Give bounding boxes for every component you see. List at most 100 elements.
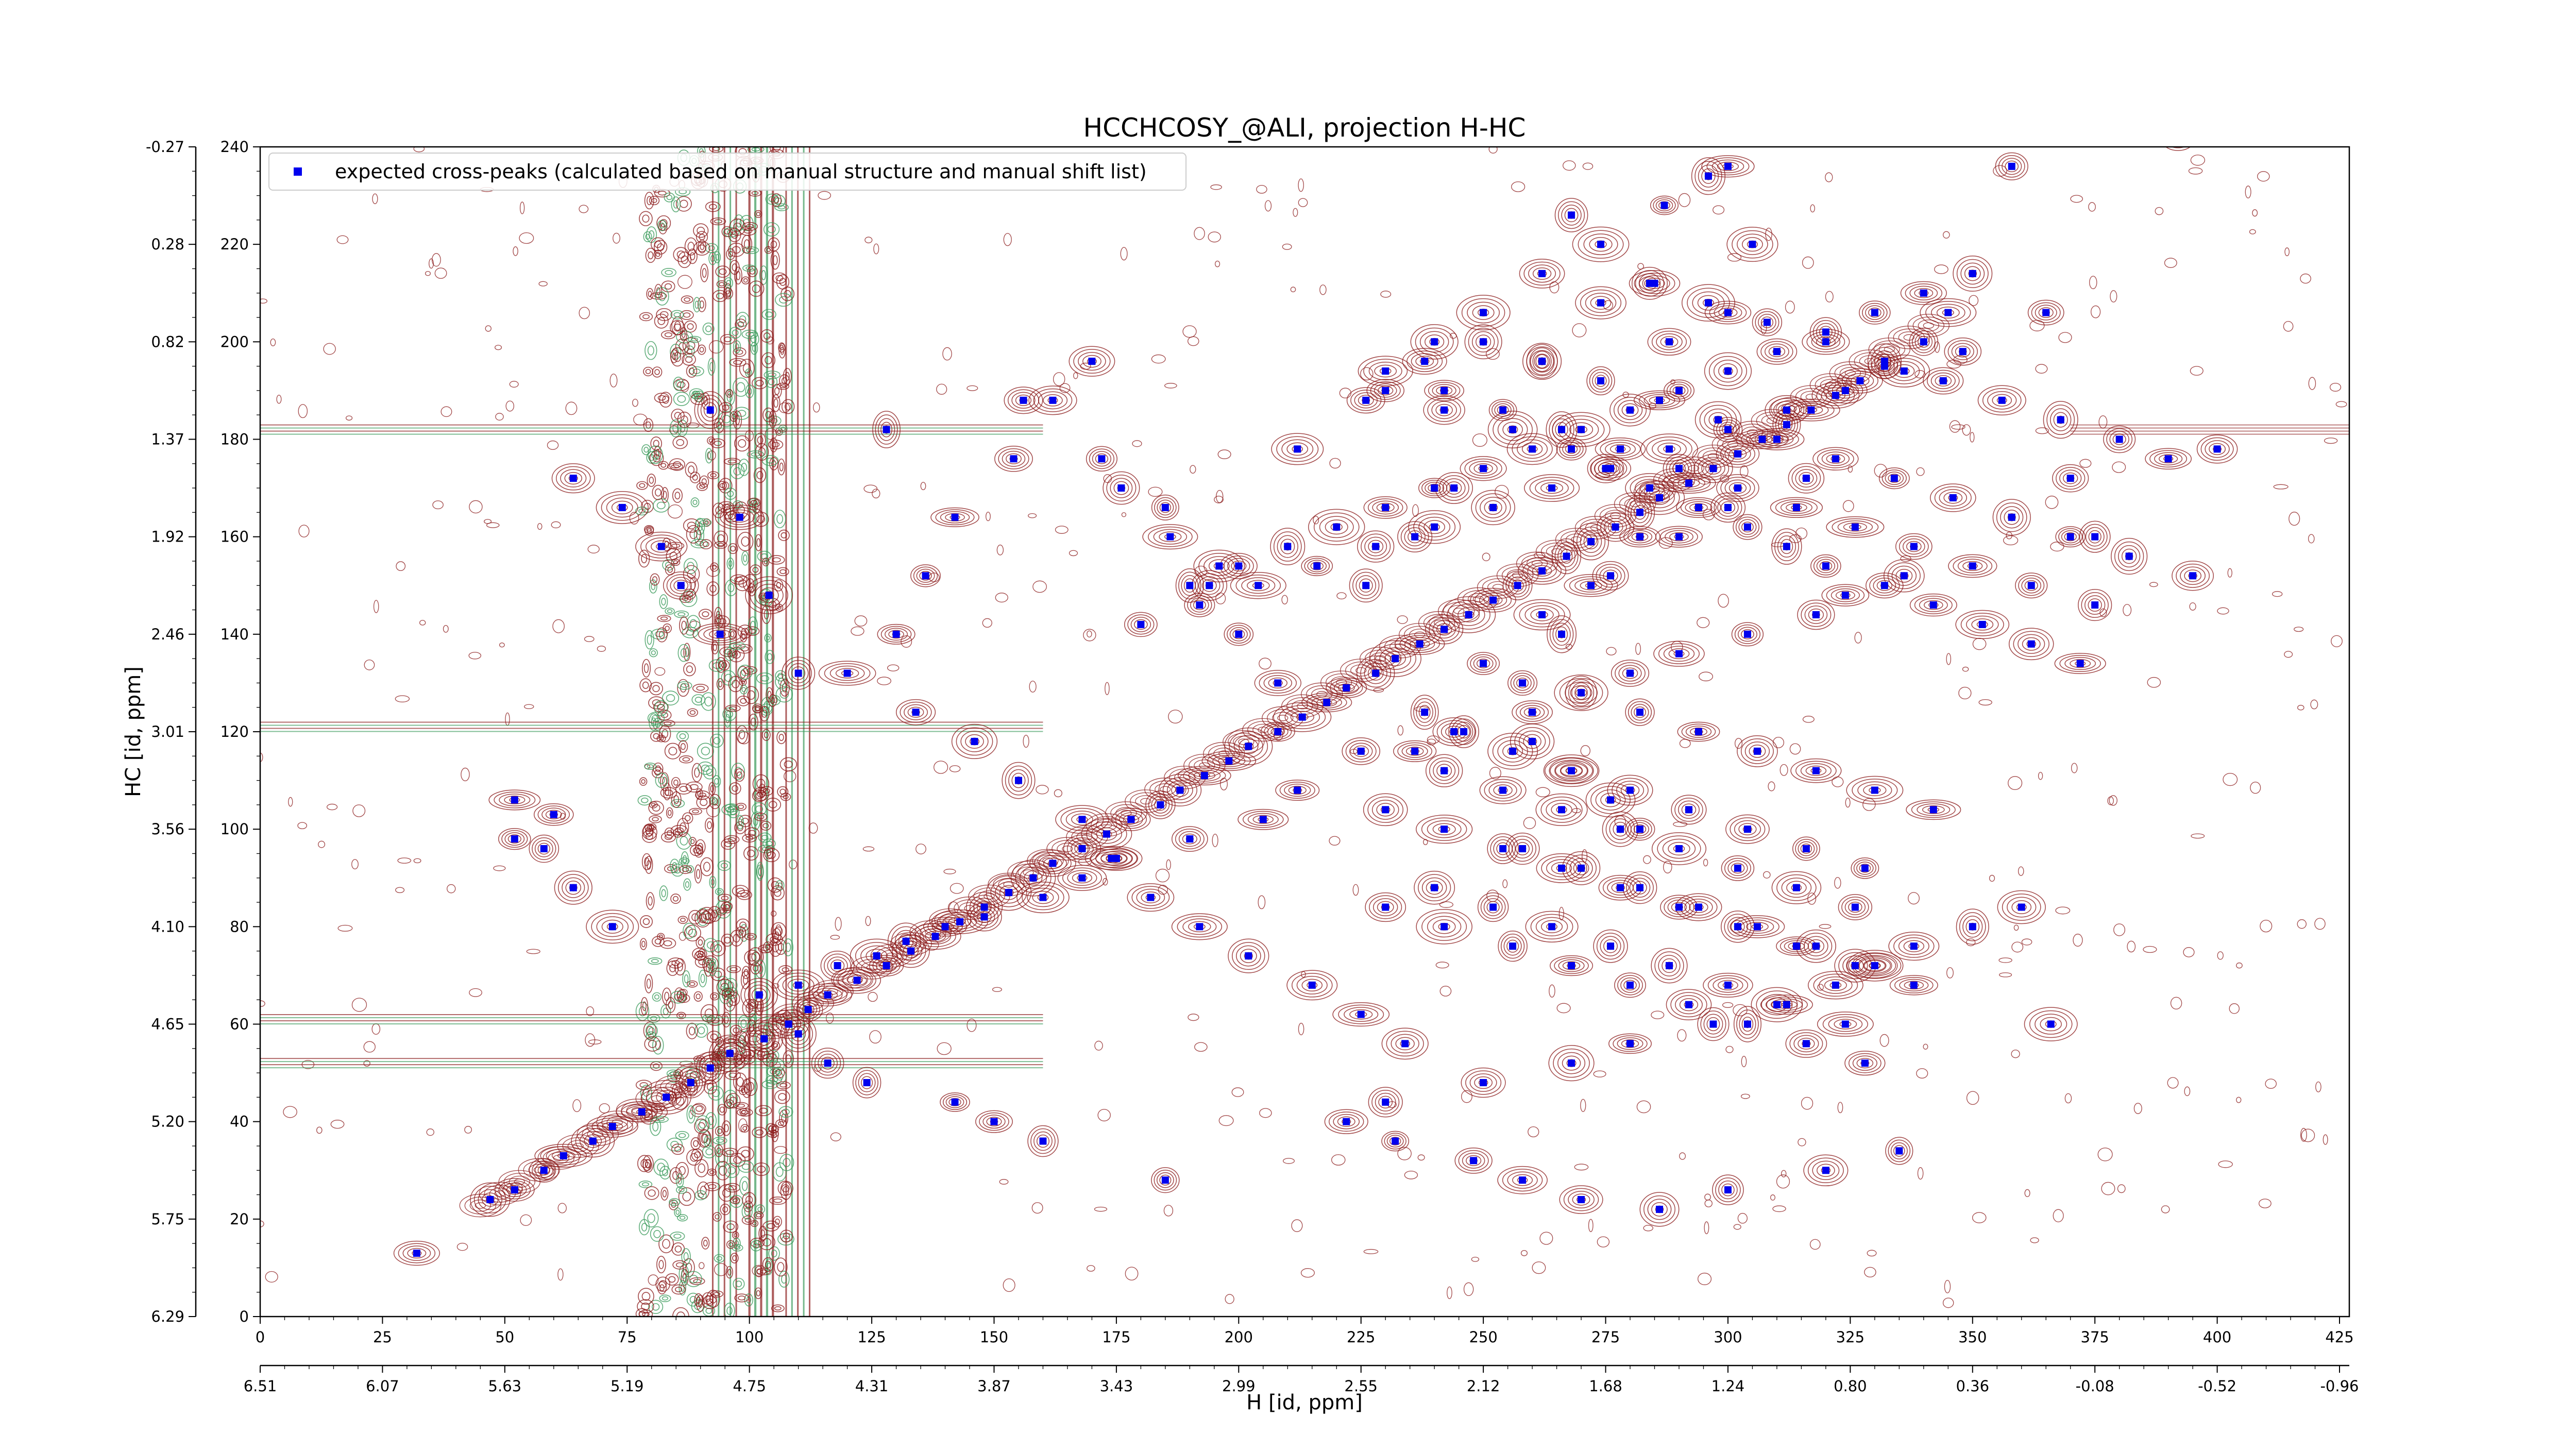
contour	[745, 331, 754, 337]
y-ppm-tick-label: 4.65	[151, 1016, 184, 1033]
cross-peak	[1323, 699, 1331, 706]
contour	[674, 987, 684, 1002]
contour	[862, 846, 875, 852]
contour	[632, 398, 638, 407]
contour	[654, 240, 662, 248]
cross-peak	[486, 1196, 494, 1203]
contour	[704, 1056, 726, 1069]
contour	[757, 1206, 763, 1212]
cross-peak	[1284, 543, 1292, 550]
contour	[1658, 643, 1700, 664]
contour	[1229, 731, 1268, 762]
contour	[1871, 347, 1899, 376]
contour	[1898, 331, 1920, 344]
contour	[700, 243, 705, 250]
contour	[716, 611, 721, 620]
contour	[670, 799, 685, 808]
contour	[1358, 395, 1374, 406]
contour	[743, 686, 759, 704]
contour	[783, 1009, 804, 1021]
contour	[735, 802, 747, 811]
contour	[1609, 818, 1632, 840]
contour	[696, 685, 705, 691]
contour	[1456, 295, 1511, 331]
contour	[758, 868, 762, 876]
contour	[748, 280, 765, 297]
contour	[1927, 369, 1960, 392]
contour	[499, 794, 531, 806]
contour	[951, 723, 998, 759]
cross-peak	[1978, 620, 1986, 628]
contour	[1829, 361, 1872, 385]
contour	[336, 235, 349, 244]
contour	[473, 1186, 506, 1214]
cross-peak	[1568, 1059, 1575, 1067]
contour	[717, 1104, 727, 1116]
cross-peak	[1812, 611, 1820, 618]
contour	[777, 1181, 793, 1196]
contour	[652, 1121, 659, 1132]
cross-peak	[1382, 1098, 1389, 1106]
contour	[1474, 1076, 1493, 1089]
contour	[1582, 162, 1594, 170]
contour	[700, 950, 704, 956]
contour	[994, 446, 1033, 472]
contour	[1812, 1160, 1840, 1181]
contour	[755, 443, 769, 461]
contour	[1530, 608, 1554, 621]
contour	[518, 1158, 560, 1182]
contour	[1121, 810, 1132, 817]
contour	[276, 395, 282, 404]
contour	[763, 332, 771, 340]
x-ppm-tick-label: 2.99	[1222, 1377, 1256, 1395]
contour	[861, 962, 883, 974]
contour	[645, 855, 653, 874]
contour	[2331, 635, 2343, 647]
contour	[661, 889, 666, 898]
contour	[1972, 1212, 1987, 1223]
contour	[717, 894, 732, 903]
contour	[1496, 842, 1510, 855]
contour	[635, 531, 688, 562]
contour	[807, 1000, 819, 1007]
contour	[288, 797, 293, 807]
contour	[1498, 931, 1528, 962]
contour	[757, 1166, 766, 1173]
contour	[1810, 204, 1816, 213]
contour	[1127, 883, 1175, 912]
contour	[2021, 938, 2032, 946]
contour	[1624, 498, 1646, 510]
contour	[714, 1254, 725, 1263]
contour	[920, 928, 951, 945]
contour	[645, 630, 654, 650]
contour	[663, 940, 672, 947]
contour	[771, 1250, 777, 1257]
contour	[1770, 497, 1823, 518]
contour	[1681, 803, 1697, 816]
contour	[662, 1239, 670, 1249]
cross-peak	[1108, 854, 1115, 862]
cross-peak	[1440, 386, 1448, 394]
cross-peak	[1049, 860, 1057, 867]
contour	[642, 918, 650, 925]
contour	[1325, 519, 1348, 535]
contour	[2236, 1097, 2242, 1103]
contour	[655, 449, 660, 457]
contour	[689, 619, 697, 629]
contour	[495, 345, 502, 350]
y-tick-label: 60	[230, 1016, 249, 1033]
contour	[1427, 916, 1462, 938]
contour	[1029, 850, 1076, 877]
contour	[741, 551, 749, 566]
contour	[852, 1067, 882, 1099]
contour	[2184, 569, 2201, 582]
contour	[774, 203, 789, 211]
contour	[750, 580, 788, 611]
contour	[612, 1119, 623, 1126]
contour	[1340, 659, 1382, 682]
contour	[1618, 665, 1642, 682]
contour	[1507, 425, 1518, 434]
contour	[689, 807, 702, 815]
contour	[1799, 471, 1814, 485]
cross-peak	[1880, 358, 1888, 365]
